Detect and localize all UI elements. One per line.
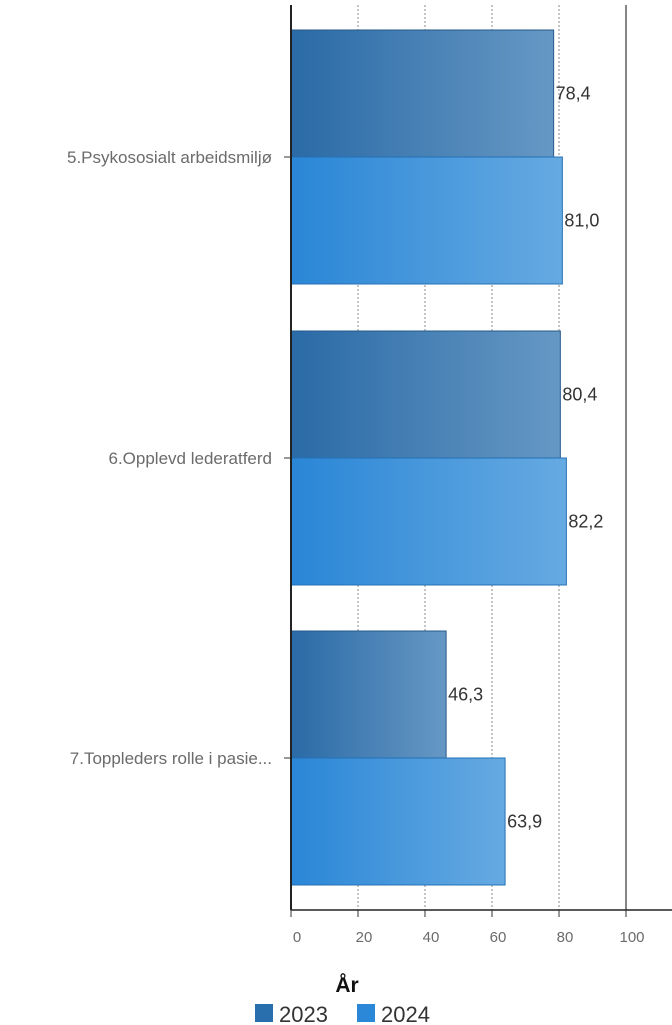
category-label: 6.Opplevd lederatferd xyxy=(109,449,273,468)
legend: År 2023 2024 xyxy=(255,973,430,1025)
data-label: 46,3 xyxy=(448,685,483,705)
data-label: 78,4 xyxy=(556,84,591,104)
data-label: 63,9 xyxy=(507,812,542,832)
legend-title: År xyxy=(335,973,358,997)
category-label: 7.Toppleders rolle i pasie... xyxy=(70,749,272,768)
category-label: 5.Psykososialt arbeidsmiljø xyxy=(67,148,272,167)
x-tick-label: 80 xyxy=(557,929,574,946)
x-tick-label: 60 xyxy=(490,929,507,946)
x-tick-label: 0 xyxy=(293,929,301,946)
bar-2024 xyxy=(290,457,567,586)
legend-label-2024[interactable]: 2024 xyxy=(381,1002,430,1025)
bar-2024 xyxy=(290,757,506,886)
x-tick-label: 40 xyxy=(423,929,440,946)
data-label: 81,0 xyxy=(564,211,599,231)
data-label: 80,4 xyxy=(562,385,597,405)
bar-2024 xyxy=(290,156,563,285)
legend-label-2023[interactable]: 2023 xyxy=(279,1002,328,1025)
legend-swatch-2024[interactable] xyxy=(357,1004,375,1022)
x-tick-label: 20 xyxy=(356,929,373,946)
bar-2023 xyxy=(290,330,561,459)
legend-swatch-2023[interactable] xyxy=(255,1004,273,1022)
bar-2023 xyxy=(290,630,447,759)
data-label: 82,2 xyxy=(568,512,603,532)
bar-2023 xyxy=(290,29,555,158)
x-tick-label: 100 xyxy=(619,929,644,946)
